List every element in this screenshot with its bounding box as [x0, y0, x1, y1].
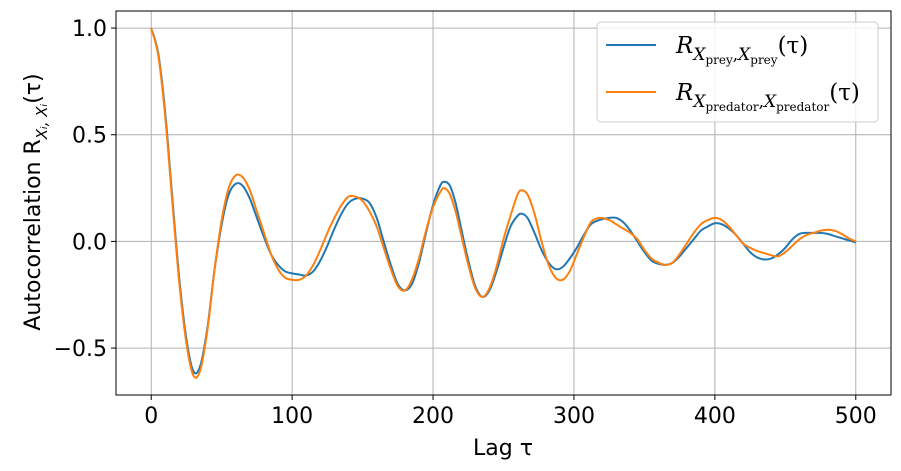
series-line-predator [150, 27, 857, 379]
x-tick-label: 400 [694, 404, 736, 429]
legend: RXprey,Xprey(τ) RXpredator,Xpredator(τ) [596, 21, 879, 123]
y-ticks: −0.5 0.0 0.5 1.0 [54, 17, 116, 362]
legend-box [596, 21, 879, 123]
y-axis-label-tail: (τ) [21, 73, 46, 103]
series-lines [150, 27, 857, 379]
y-tick-label: −0.5 [54, 337, 107, 362]
x-ticks: 0 100 200 300 400 500 [144, 395, 877, 429]
y-tick-label: 0.0 [72, 230, 107, 255]
y-axis-label: Autocorrelation RXᵢ, Xᵢ(τ) [21, 73, 51, 330]
plot-frame [115, 10, 892, 396]
x-tick-label: 100 [271, 404, 313, 429]
legend-label-prey: RXprey,Xprey(τ) [675, 33, 808, 67]
y-axis-label-main: Autocorrelation R [21, 139, 46, 330]
svg-text:Autocorrelation RXᵢ, Xᵢ(τ): Autocorrelation RXᵢ, Xᵢ(τ) [21, 73, 51, 330]
y-axis-label-sub: Xᵢ, Xᵢ [33, 103, 51, 140]
x-axis-label: Lag τ [473, 436, 533, 461]
x-tick-label: 300 [553, 404, 595, 429]
y-tick-label: 1.0 [72, 17, 107, 42]
legend-label-predator: RXpredator,Xpredator(τ) [675, 80, 860, 114]
y-tick-label: 0.5 [72, 124, 107, 149]
x-tick-label: 500 [835, 404, 877, 429]
x-tick-label: 200 [412, 404, 454, 429]
x-tick-label: 0 [144, 404, 158, 429]
